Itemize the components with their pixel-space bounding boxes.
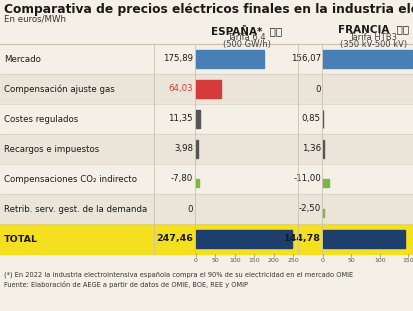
Text: Tarifa HTB3: Tarifa HTB3 [349,33,396,42]
Text: 150: 150 [248,258,259,263]
Bar [322,230,404,248]
Text: 100: 100 [373,258,385,263]
Bar [322,179,328,187]
Bar [195,140,197,158]
Bar [0,104,413,134]
Text: Fuente: Elaboración de AEGE a partir de datos de OMIE, BOE, REE y OMIP: Fuente: Elaboración de AEGE a partir de … [4,281,247,288]
Bar [0,134,413,164]
Text: (*) En 2022 la industria electrointensiva española compra el 90% de su electrici: (*) En 2022 la industria electrointensiv… [4,271,352,277]
Text: 0: 0 [194,258,197,263]
Text: 247,46: 247,46 [156,234,192,244]
Text: Recargos e impuestos: Recargos e impuestos [4,145,99,154]
Text: 3,98: 3,98 [173,145,192,154]
Text: Tarifa 6.4: Tarifa 6.4 [227,33,265,42]
Bar [322,140,323,158]
Bar [195,50,263,68]
Text: 0: 0 [187,205,192,213]
Bar [322,50,411,68]
Bar [195,179,199,187]
Text: 150: 150 [401,258,413,263]
Text: 144,78: 144,78 [283,234,320,244]
Bar [195,80,221,98]
Text: (500 GW/h): (500 GW/h) [222,40,270,49]
Text: Compensación ajuste gas: Compensación ajuste gas [4,84,114,94]
Text: 0: 0 [320,258,324,263]
Bar [195,110,200,128]
Bar [0,194,413,224]
Text: Compensaciones CO₂ indirecto: Compensaciones CO₂ indirecto [4,174,137,183]
Bar [0,74,413,104]
Text: 200: 200 [267,258,279,263]
Text: Mercado: Mercado [4,54,41,63]
Bar [0,164,413,194]
Text: Retrib. serv. gest. de la demanda: Retrib. serv. gest. de la demanda [4,205,147,213]
Text: 1,36: 1,36 [301,145,320,154]
Text: Costes regulados: Costes regulados [4,114,78,123]
Bar [322,110,323,128]
Text: 0: 0 [315,85,320,94]
Text: 0,85: 0,85 [301,114,320,123]
Text: 100: 100 [228,258,240,263]
Bar [195,230,292,248]
Text: Comparativa de precios eléctricos finales en la industria electro: Comparativa de precios eléctricos finale… [4,3,413,16]
Text: 156,07: 156,07 [290,54,320,63]
Text: (350 kV-500 kV): (350 kV-500 kV) [339,40,406,49]
Text: 64,03: 64,03 [168,85,192,94]
Bar [0,44,413,74]
Bar [322,209,324,217]
Bar [0,224,413,254]
Text: TOTAL: TOTAL [4,234,38,244]
Text: 250: 250 [287,258,298,263]
Text: -7,80: -7,80 [170,174,192,183]
Text: -2,50: -2,50 [298,205,320,213]
Text: 50: 50 [347,258,354,263]
Text: En euros/MWh: En euros/MWh [4,15,66,24]
Text: 11,35: 11,35 [168,114,192,123]
Text: -11,00: -11,00 [292,174,320,183]
Text: FRANCIA  🇫🇷: FRANCIA 🇫🇷 [337,24,408,34]
Text: ESPAÑA*  🇪🇸: ESPAÑA* 🇪🇸 [211,24,281,36]
Text: 175,89: 175,89 [163,54,192,63]
Text: 50: 50 [211,258,219,263]
